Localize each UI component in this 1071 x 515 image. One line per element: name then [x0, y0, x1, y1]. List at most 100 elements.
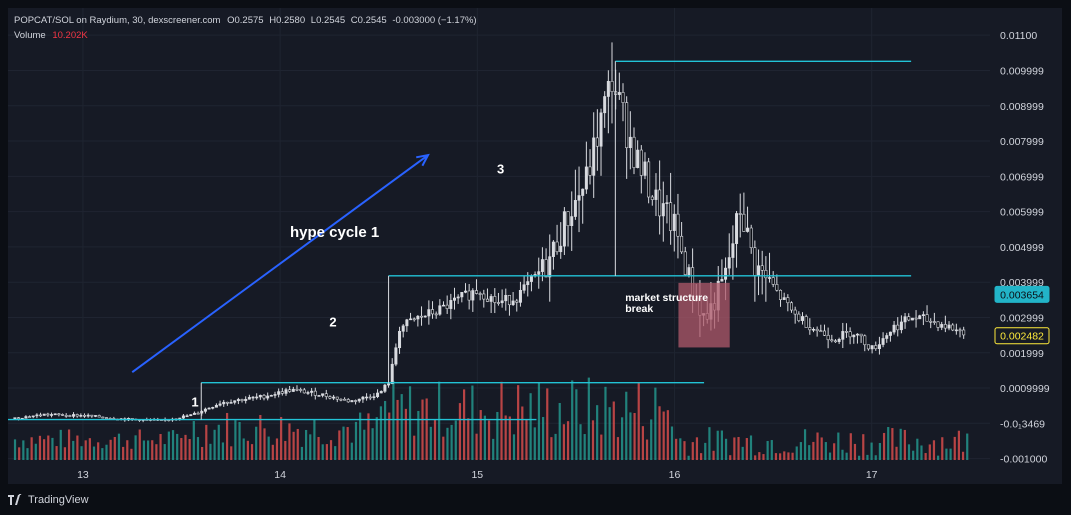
- candle-body: [790, 302, 794, 311]
- volume-bar: [338, 430, 341, 460]
- candle-body: [94, 415, 98, 417]
- volume-bar: [916, 438, 919, 460]
- volume-bar: [63, 447, 67, 460]
- volume-bar: [961, 451, 965, 460]
- volume-bar: [313, 419, 316, 460]
- volume-bar: [903, 429, 906, 460]
- open-value: 0.2575: [234, 15, 264, 26]
- market-structure-break-box[interactable]: [678, 282, 730, 348]
- volume-bar: [749, 435, 753, 460]
- volume-bar: [363, 429, 366, 460]
- volume-bar: [533, 427, 536, 460]
- low-value: 0.2545: [316, 15, 346, 26]
- volume-bar: [350, 442, 353, 460]
- volume-bar: [704, 442, 707, 460]
- volume-bar: [213, 429, 216, 460]
- candle-body: [870, 345, 874, 350]
- candle-body: [606, 81, 610, 97]
- volume-bar: [596, 405, 599, 460]
- volume-bar: [67, 429, 71, 460]
- volume-bar: [600, 434, 603, 460]
- candle-body: [291, 388, 295, 392]
- candle-body: [321, 393, 325, 396]
- candle-body: [855, 333, 859, 336]
- volume-bar: [924, 453, 927, 460]
- volume-bar: [887, 427, 890, 460]
- candle-body: [269, 395, 273, 397]
- candle-body: [822, 330, 826, 336]
- candle-body: [603, 96, 607, 114]
- candle-body: [423, 315, 427, 318]
- candle-body: [610, 81, 614, 92]
- volume-bar: [546, 388, 549, 460]
- candle-body: [288, 389, 292, 392]
- volume-bar: [458, 403, 462, 460]
- x-tick-label: 15: [471, 469, 483, 481]
- candle-body: [760, 265, 764, 271]
- volume-bar: [808, 445, 811, 460]
- candle-body: [68, 415, 72, 417]
- candle-body: [507, 295, 511, 306]
- annotation-label: 1: [191, 394, 198, 409]
- high-label: H: [269, 15, 277, 26]
- volume-bar: [55, 446, 58, 460]
- candle-body: [225, 401, 229, 404]
- candle-body: [918, 315, 922, 320]
- candle-body: [676, 213, 680, 237]
- high-value: 0.2580: [276, 15, 306, 26]
- candle-body: [379, 391, 383, 394]
- candle-body: [31, 415, 35, 418]
- volume-bar: [907, 444, 911, 460]
- volume-bar: [88, 438, 91, 460]
- candle-body: [211, 407, 215, 409]
- trend-arrow-line[interactable]: [131, 154, 429, 373]
- candle-body: [742, 213, 746, 232]
- candle-body: [83, 415, 87, 417]
- volume-bar: [259, 414, 262, 460]
- volume-bar: [296, 428, 299, 460]
- volume-label[interactable]: Volume: [14, 30, 46, 41]
- volume-bar: [554, 433, 557, 460]
- candle-body: [852, 334, 856, 338]
- volume-bar: [450, 424, 453, 460]
- candle-body: [746, 227, 750, 232]
- symbol-label[interactable]: POPCAT/SOL on Raydium, 30, dexscreener.c…: [14, 15, 221, 26]
- candle-body: [584, 166, 588, 190]
- candle-body: [680, 235, 684, 253]
- candle-body: [500, 300, 504, 304]
- candle-body: [394, 347, 398, 365]
- volume-bar: [575, 389, 578, 460]
- legend: POPCAT/SOL on Raydium, 30, dexscreener.c…: [14, 13, 477, 43]
- volume-bar: [325, 444, 328, 460]
- volume-bar: [26, 448, 29, 460]
- candle-body: [874, 345, 878, 350]
- volume-bar: [679, 438, 682, 460]
- candle-body: [599, 112, 603, 147]
- candle-body: [907, 316, 911, 321]
- volume-bar: [812, 441, 815, 460]
- candle-body: [474, 290, 478, 294]
- candle-body: [932, 321, 936, 323]
- candle-body: [214, 404, 218, 408]
- volume-bar: [280, 417, 283, 460]
- candle-body: [313, 390, 317, 396]
- volume-bar: [454, 420, 457, 460]
- candle-body: [643, 161, 647, 176]
- volume-bar: [171, 430, 175, 460]
- candle-body: [724, 267, 728, 280]
- chart-area[interactable]: [8, 8, 1062, 484]
- candle-body: [881, 338, 885, 345]
- volume-bar: [645, 439, 649, 460]
- candle-body: [104, 417, 108, 419]
- annotation-label: 3: [497, 161, 504, 176]
- y-tick-label: -0.0₁3469: [1000, 418, 1045, 430]
- volume-bar: [163, 444, 166, 460]
- candle-body: [764, 270, 768, 279]
- tradingview-brand[interactable]: TradingView: [8, 491, 89, 509]
- candle-body: [97, 415, 101, 418]
- volume-bar: [571, 380, 574, 460]
- volume-bar: [745, 438, 748, 460]
- price-badge: [994, 327, 1050, 345]
- candle-body: [346, 399, 350, 403]
